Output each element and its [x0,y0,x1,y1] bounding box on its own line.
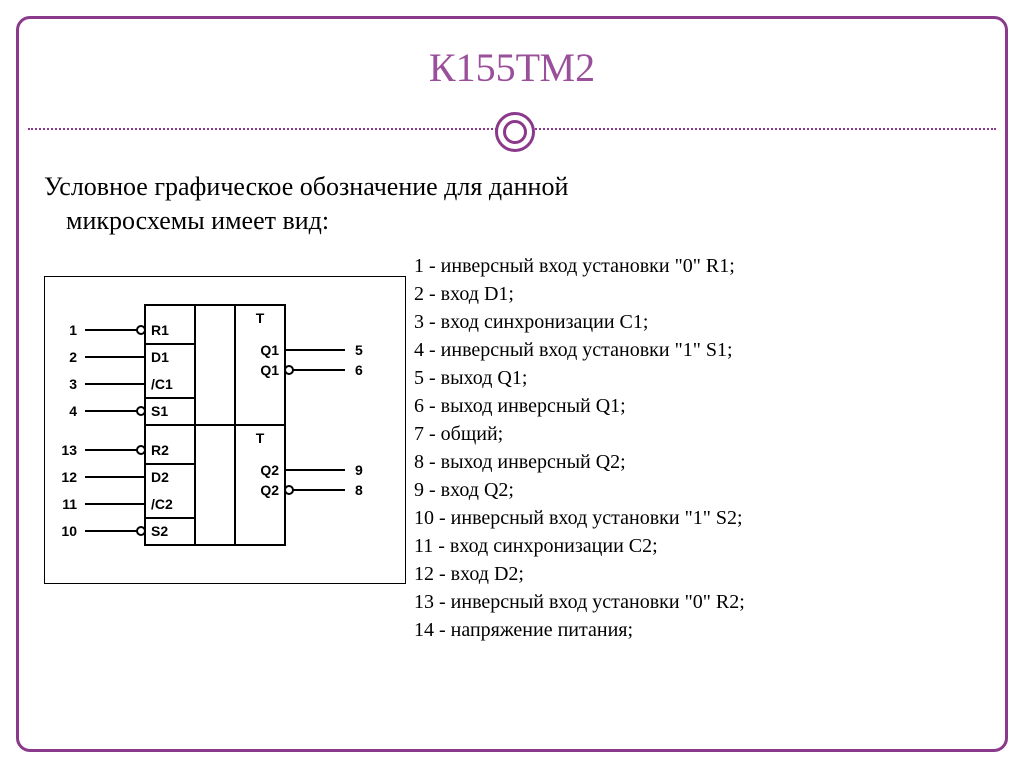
body-line-1: Условное графическое обозначение для дан… [44,172,568,201]
svg-text:T: T [256,310,265,326]
legend-item: 6 - выход инверсный Q1; [414,392,980,420]
slide: К155ТМ2 Условное графическое обозначение… [0,0,1024,768]
legend-item: 12 - вход D2; [414,560,980,588]
legend-item: 4 - инверсный вход установки "1" S1; [414,336,980,364]
svg-text:13: 13 [61,442,77,458]
svg-text:1: 1 [69,322,77,338]
legend-item: 8 - выход инверсный Q2; [414,448,980,476]
legend-item: 2 - вход D1; [414,280,980,308]
svg-text:T: T [256,430,265,446]
pin-legend: 1 - инверсный вход установки "0" R1;2 - … [414,252,980,738]
legend-item: 10 - инверсный вход установки "1" S2; [414,504,980,532]
svg-text:Q1: Q1 [260,342,279,358]
legend-item: 13 - инверсный вход установки "0" R2; [414,588,980,616]
legend-item: 9 - вход Q2; [414,476,980,504]
legend-item: 7 - общий; [414,420,980,448]
svg-text:10: 10 [61,523,77,539]
svg-text:4: 4 [69,403,77,419]
svg-text:12: 12 [61,469,77,485]
svg-text:11: 11 [62,496,77,512]
svg-text:5: 5 [355,342,363,358]
content-row: T T 1 R1 2 D1 3/C1 4 S1 13 R2 12 D2 11/C2 10 S2 Q1 5 Q1 6 Q2… [44,252,980,738]
svg-text:9: 9 [355,462,363,478]
legend-item: 1 - инверсный вход установки "0" R1; [414,252,980,280]
body-line-2: микросхемы имеет вид: [44,204,980,238]
divider-circle-inner [503,120,527,144]
title-divider [28,108,996,148]
svg-text:3: 3 [69,376,77,392]
legend-item: 5 - выход Q1; [414,364,980,392]
svg-text:R2: R2 [151,442,169,458]
svg-text:8: 8 [355,482,363,498]
svg-text:/C1: /C1 [151,376,173,392]
schematic-column: T T 1 R1 2 D1 3/C1 4 S1 13 R2 12 D2 11/C2 10 S2 Q1 5 Q1 6 Q2… [44,252,414,738]
svg-text:D1: D1 [151,349,169,365]
svg-text:6: 6 [355,362,363,378]
svg-text:Q2: Q2 [260,482,279,498]
slide-title: К155ТМ2 [0,44,1024,91]
svg-text:R1: R1 [151,322,169,338]
legend-item: 14 - напряжение питания; [414,616,980,644]
svg-text:Q1: Q1 [260,362,279,378]
body-text: Условное графическое обозначение для дан… [44,170,980,238]
legend-item: 11 - вход синхронизации C2; [414,532,980,560]
svg-text:S1: S1 [151,403,168,419]
svg-text:2: 2 [69,349,77,365]
schematic-svg: T T 1 R1 2 D1 3/C1 4 S1 13 R2 12 D2 11/C2 10 S2 Q1 5 Q1 6 Q2… [55,295,375,565]
svg-text:D2: D2 [151,469,169,485]
schematic-box: T T 1 R1 2 D1 3/C1 4 S1 13 R2 12 D2 11/C2 10 S2 Q1 5 Q1 6 Q2… [44,276,406,584]
svg-text:Q2: Q2 [260,462,279,478]
svg-text:/C2: /C2 [151,496,173,512]
svg-text:S2: S2 [151,523,168,539]
legend-item: 3 - вход синхронизации C1; [414,308,980,336]
